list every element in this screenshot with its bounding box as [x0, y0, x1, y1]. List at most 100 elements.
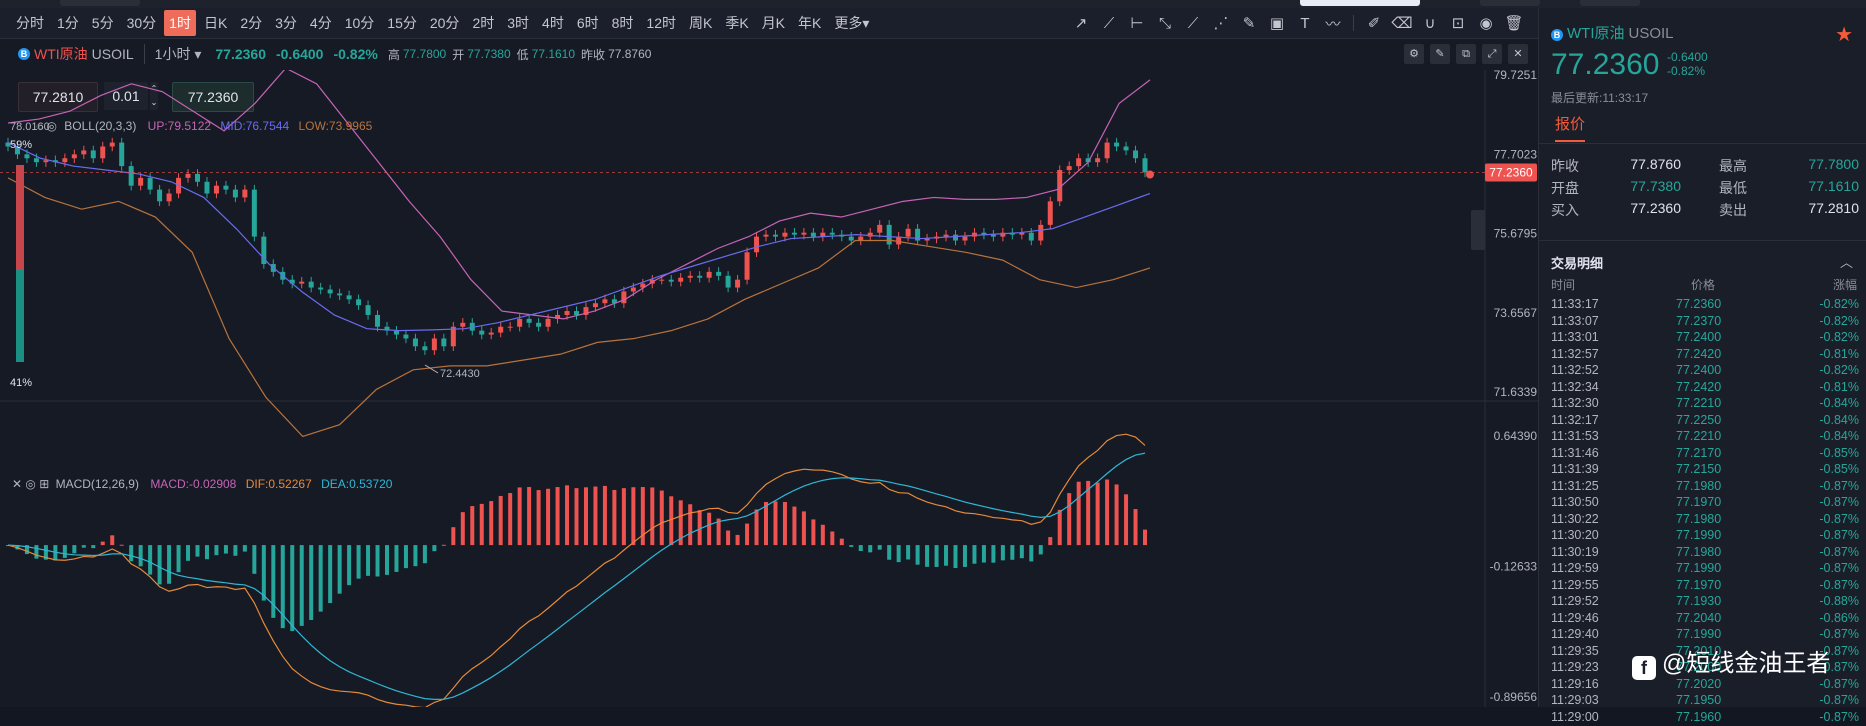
period-0[interactable]: 分时 [16, 15, 44, 31]
period-16[interactable]: 8时 [611, 15, 634, 31]
candle-body [14, 146, 20, 155]
period-4[interactable]: 1时 [164, 10, 196, 36]
lock-icon[interactable]: ⊡ [1451, 15, 1465, 32]
horizontal-line-icon[interactable]: ⊢ [1130, 15, 1144, 32]
price-tick-label: 71.6339 [1494, 385, 1538, 399]
price-chart[interactable]: 79.7251 77.7023 75.6795 73.6567 71.6339 0.643… [0, 70, 1538, 707]
pencil-icon[interactable]: ✎ [1430, 44, 1450, 64]
candle-body [592, 303, 598, 308]
magnet-icon[interactable]: ∪ [1424, 15, 1436, 32]
period-6[interactable]: 2分 [240, 15, 263, 31]
eraser-icon[interactable]: ⌫ [1391, 15, 1413, 32]
candle-body [204, 181, 210, 194]
delete-icon[interactable]: 🗑 [1504, 15, 1524, 32]
trade-time: 11:29:59 [1551, 561, 1599, 575]
period-15[interactable]: 6时 [576, 15, 599, 31]
eye-icon[interactable]: ◉ [1479, 15, 1493, 32]
period-22[interactable]: 更多▾ [834, 15, 870, 31]
period-toolbar: 分时 1分 5分 30分 1时 日K 2分 3分 4分 10分 15分 20分 2时 3时 4时 6时 8时 12… [0, 8, 1538, 39]
period-14[interactable]: 4时 [542, 15, 564, 31]
candle-body [318, 287, 324, 290]
period-12[interactable]: 2时 [472, 15, 495, 31]
interval-select[interactable]: 1小时 ▾ [143, 44, 201, 64]
macd-bar [318, 545, 323, 612]
candle-body [754, 236, 760, 253]
trend-line-icon[interactable]: ⟋ [1103, 14, 1115, 32]
trade-price: 77.2020 [1676, 676, 1722, 691]
candle-body [744, 252, 750, 280]
text-tool-icon[interactable]: T [1300, 14, 1310, 32]
period-20[interactable]: 月K [761, 15, 786, 31]
price-tick-label: 79.7251 [1494, 70, 1538, 82]
period-11[interactable]: 20分 [429, 15, 460, 31]
candle-body [403, 334, 409, 339]
fan-tool-icon[interactable]: ⋰ [1213, 15, 1229, 32]
period-18[interactable]: 周K [689, 15, 713, 31]
macd-bar [574, 488, 579, 546]
candle-body [526, 318, 532, 323]
period-21[interactable]: 年K [798, 15, 822, 31]
period-2[interactable]: 5分 [91, 15, 114, 31]
candle-body [393, 330, 399, 335]
macd-label: MACD(12,26,9) [55, 477, 139, 491]
image-tool-icon[interactable]: ▣ [1269, 15, 1285, 32]
macd-close-icon[interactable]: ✕ ◎ ⊞ [12, 477, 50, 491]
macd-bar [962, 545, 967, 567]
settings-icon[interactable]: ⚙ [1404, 44, 1424, 64]
layout-icon[interactable]: ⧉ [1456, 44, 1476, 64]
macd-bar [981, 545, 986, 563]
trade-row: 11:29:40 77.1990 -0.87% [1551, 627, 1859, 643]
edit-icon[interactable]: ✐ [1367, 15, 1381, 32]
period-17[interactable]: 12时 [646, 15, 676, 31]
period-10[interactable]: 15分 [387, 15, 417, 31]
pen-tool-icon[interactable]: ✎ [1242, 15, 1256, 32]
tab-quote[interactable]: 报价 [1555, 113, 1586, 142]
path-tool-icon[interactable]: 〰 [1325, 15, 1341, 33]
dea-value: DEA:0.53720 [321, 477, 393, 491]
close-icon[interactable]: ✕ [1508, 44, 1528, 64]
candle-body [375, 314, 381, 327]
period-9[interactable]: 10分 [344, 15, 375, 31]
price-change-pct: -0.82% [333, 46, 378, 62]
macd-bar [764, 502, 768, 546]
macd-bar [944, 545, 949, 566]
boll-up-value: UP:79.5122 [147, 119, 212, 133]
candle-body [43, 160, 49, 163]
segment-icon[interactable]: ⟋ [1187, 14, 1199, 32]
period-8[interactable]: 4分 [309, 15, 332, 31]
period-3[interactable]: 30分 [126, 15, 157, 31]
period-13[interactable]: 3时 [507, 15, 530, 31]
ray-tool-icon[interactable]: ↗ [1074, 15, 1088, 32]
quantity-stepper[interactable]: ⌃ ⌄ [150, 82, 158, 110]
candle-body [877, 224, 883, 233]
collapse-chevron-icon[interactable]: ︿ [1839, 255, 1853, 270]
macd-bar [773, 501, 778, 546]
arrow-line-icon[interactable]: ⤡ [1158, 14, 1171, 32]
macd-bar [347, 545, 352, 586]
sell-price-box[interactable]: 77.2810 [18, 82, 98, 112]
macd-bar [441, 544, 446, 546]
macd-bar [375, 545, 380, 577]
fullscreen-icon[interactable]: ⤢ [1482, 44, 1502, 64]
trades-title: 交易明细 [1551, 256, 1604, 271]
macd-bar [745, 523, 750, 546]
macd-bar [72, 545, 77, 554]
period-7[interactable]: 3分 [275, 15, 297, 31]
candle-body [460, 322, 466, 327]
period-1[interactable]: 1分 [57, 15, 79, 31]
favorite-star-icon[interactable]: ★ [1835, 24, 1853, 46]
candle-body [299, 281, 305, 284]
trade-change: -0.87% [1819, 676, 1859, 691]
candle-body [62, 158, 68, 163]
quantity-input[interactable]: 0.01 [104, 82, 148, 110]
trade-time: 11:29:00 [1551, 709, 1599, 724]
period-5[interactable]: 日K [203, 15, 228, 31]
boll-settings-icon[interactable]: ◌ ◎ [36, 119, 57, 133]
macd-value: MACD:-0.02908 [150, 477, 237, 491]
side-symbol-logo-icon: B [1551, 29, 1563, 41]
trade-change: -0.81% [1819, 346, 1859, 361]
macd-bar [356, 545, 361, 579]
period-19[interactable]: 季K [725, 15, 749, 31]
trade-row: 11:29:23 77.2000 -0.87% [1551, 660, 1859, 676]
side-symbol-name: WTI原油 [1567, 25, 1625, 42]
